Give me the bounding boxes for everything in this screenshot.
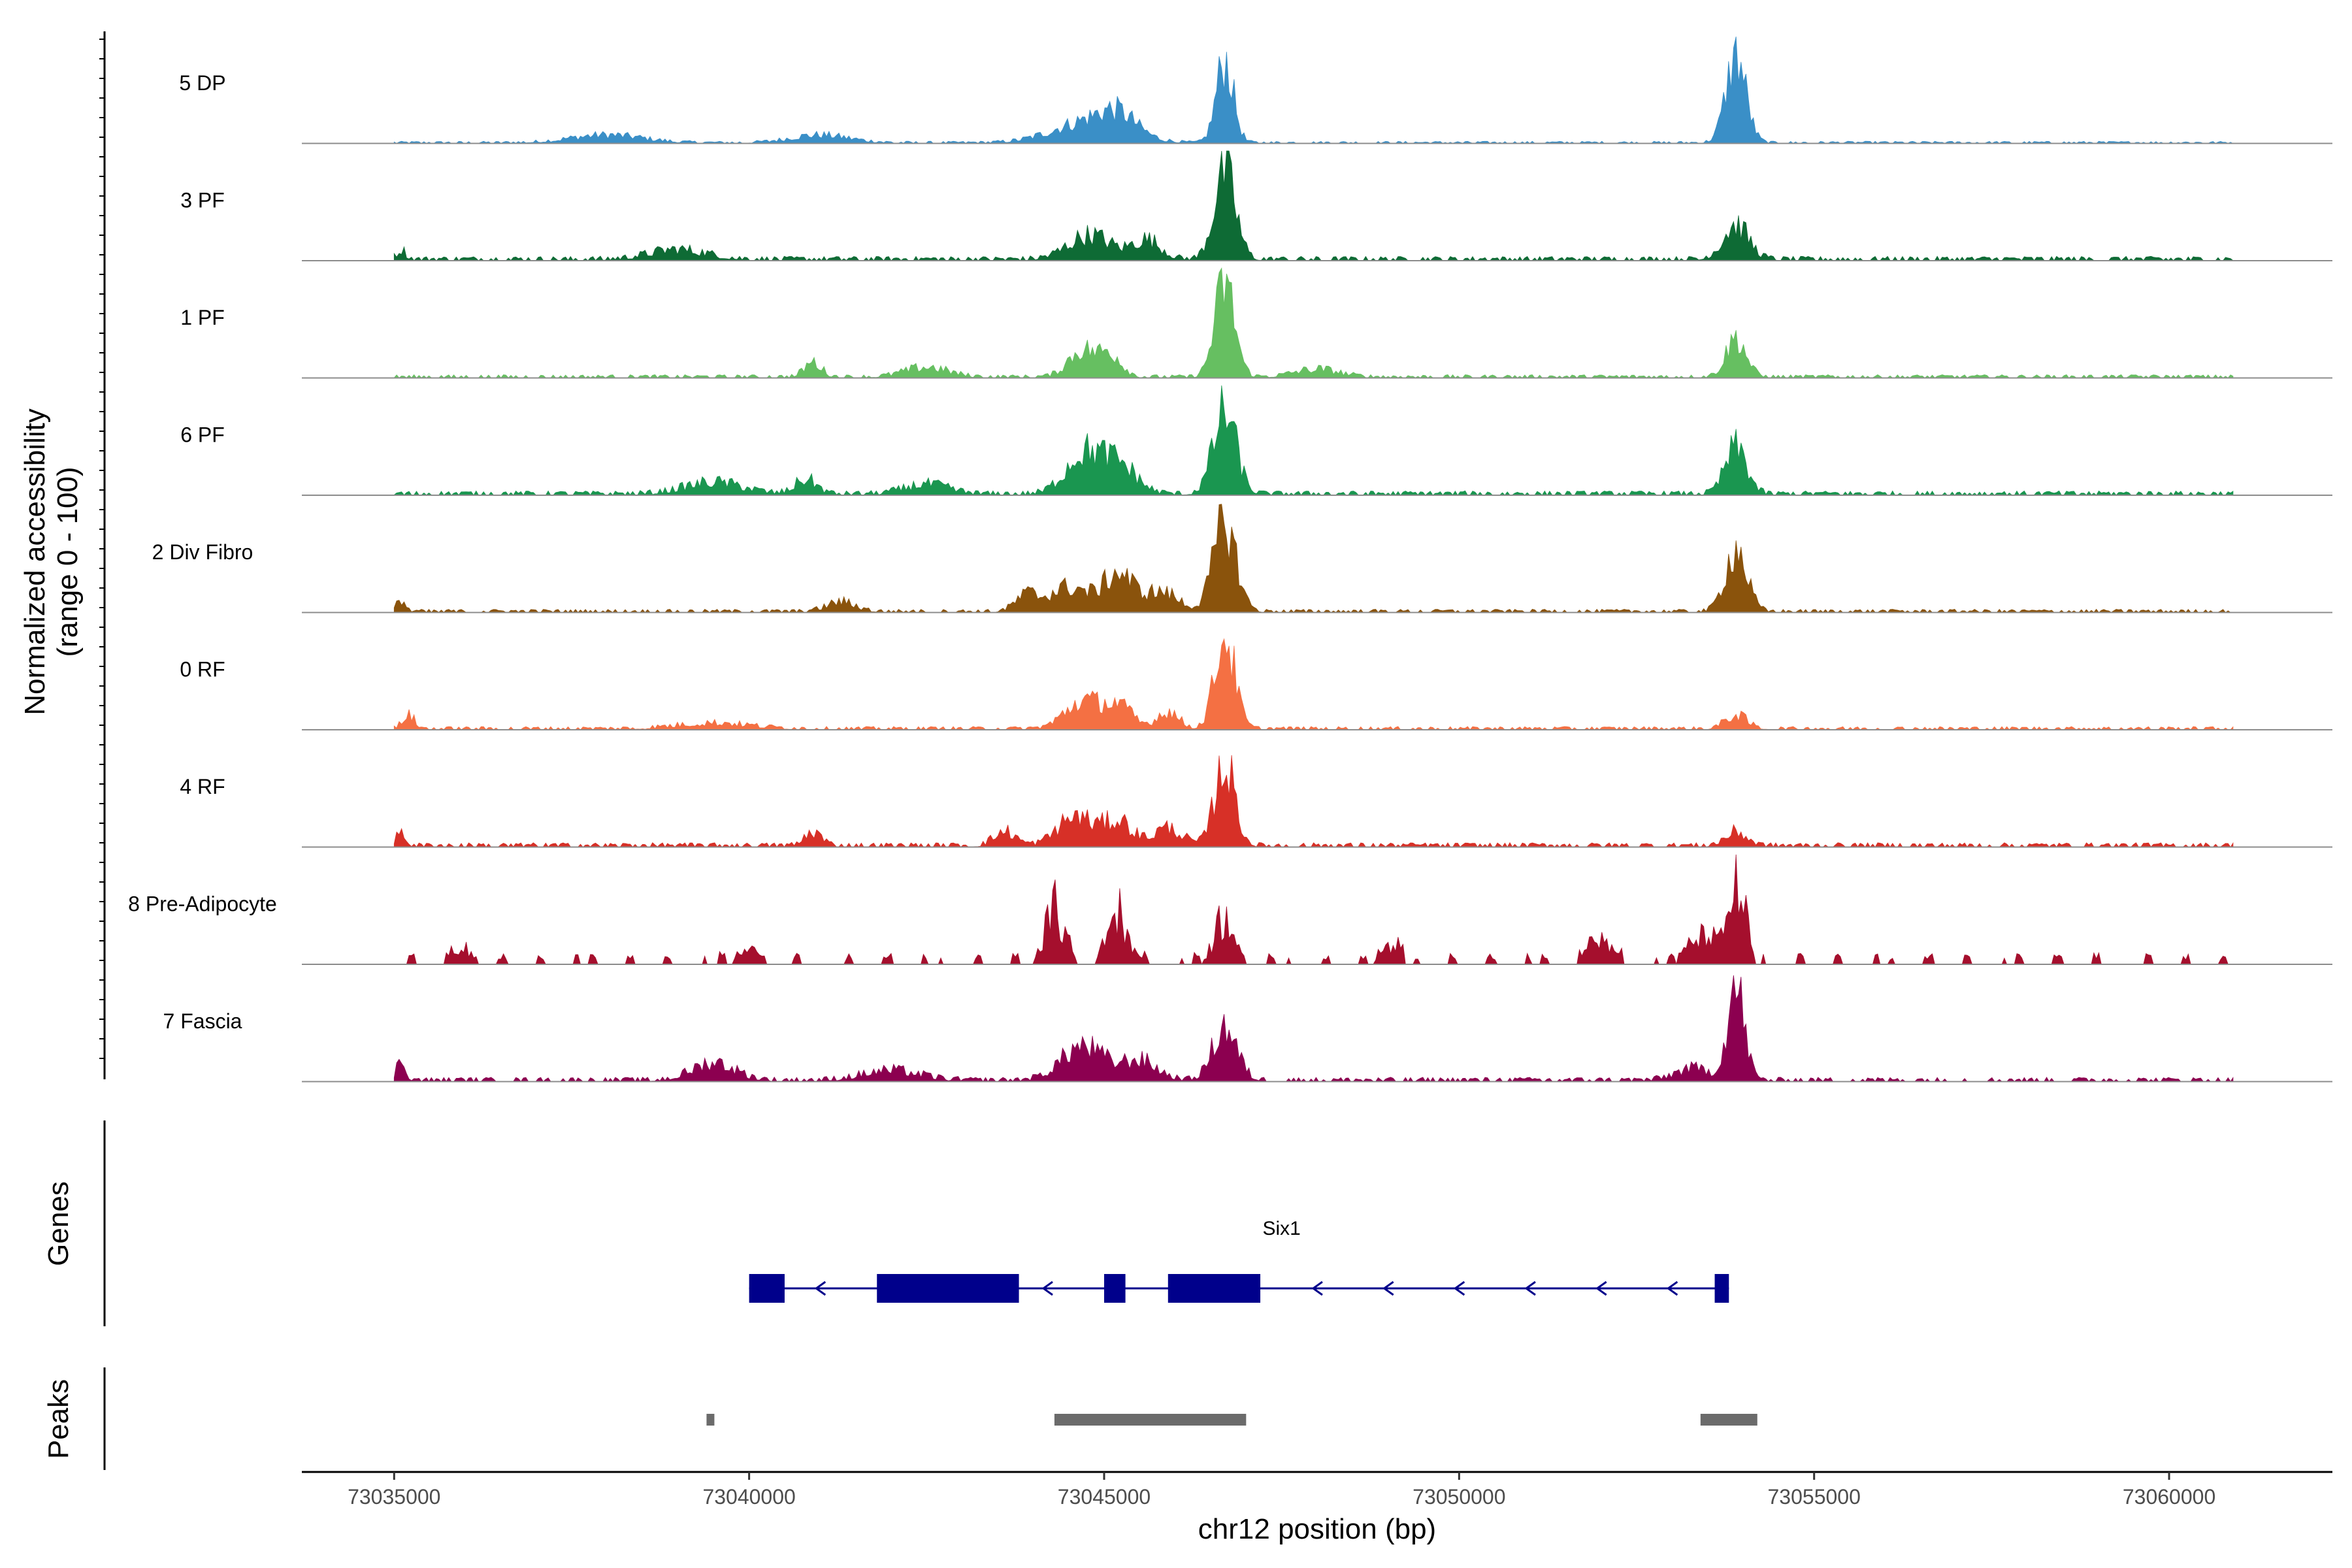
peaks-title-group: Peaks (42, 1379, 74, 1459)
strand-arrow (1595, 1281, 1607, 1296)
track-label: 4 RF (180, 775, 225, 798)
track-label: 6 PF (180, 423, 225, 447)
y-axis-subtitle: (range 0 - 100) (52, 466, 84, 657)
gene-label: Six1 (1262, 1218, 1300, 1239)
coverage-area (393, 755, 2234, 848)
peaks-panel (706, 1414, 1757, 1426)
x-tick-label: 73040000 (702, 1485, 795, 1509)
track-label: 8 Pre-Adipocyte (128, 892, 277, 916)
track-label: 5 DP (179, 71, 225, 95)
x-tick-label: 73050000 (1413, 1485, 1505, 1509)
coverage-area (393, 638, 2234, 730)
genes-panel-title: Genes (42, 1181, 74, 1266)
y-axis-title: Normalized accessibility (19, 408, 51, 715)
y-axis-title-group: Normalized accessibility (range 0 - 100) (19, 408, 84, 715)
track-3-pf: 3 PF (180, 150, 2332, 261)
strand-arrow (1041, 1281, 1053, 1296)
gene-exon (1103, 1274, 1126, 1303)
coverage-area (393, 37, 2234, 144)
track-6-pf: 6 PF (180, 385, 2332, 496)
peak-region (1054, 1414, 1247, 1426)
track-4-rf: 4 RF (180, 755, 2332, 848)
track-7-fascia: 7 Fascia (163, 975, 2332, 1083)
gene-exon (877, 1274, 1019, 1303)
coverage-area (393, 504, 2234, 613)
coverage-area (394, 854, 2233, 966)
track-2-div-fibro: 2 Div Fibro (152, 504, 2332, 613)
genes-title-group: Genes (42, 1181, 74, 1266)
gene-exon (1714, 1274, 1729, 1303)
strand-arrow (1382, 1281, 1394, 1296)
strand-arrow (1524, 1281, 1536, 1296)
x-axis-title: chr12 position (bp) (1198, 1513, 1436, 1545)
strand-arrow (814, 1281, 826, 1296)
coverage-area (393, 385, 2234, 496)
strand-arrow (1311, 1281, 1323, 1296)
coverage-area (393, 975, 2234, 1083)
track-label: 7 Fascia (163, 1009, 242, 1033)
track-1-pf: 1 PF (180, 267, 2332, 379)
x-axis-ticks: 73035000 73040000 73045000 73050000 73055000… (348, 1472, 2215, 1509)
track-label: 1 PF (180, 306, 225, 329)
coverage-tracks: 5 DP 3 PF 1 PF 6 PF 2 Div Fibro 0 RF 4 RF 8 Pre… (128, 37, 2332, 1083)
strand-arrow (1666, 1281, 1678, 1296)
track-0-rf: 0 RF (180, 638, 2332, 730)
peaks-panel-title: Peaks (42, 1379, 74, 1459)
peak-region (1700, 1414, 1757, 1426)
genes-panel: Six1 (749, 1218, 1729, 1303)
track-label: 0 RF (180, 658, 225, 681)
gene-exon (1168, 1274, 1261, 1303)
track-5-dp: 5 DP (179, 37, 2332, 144)
strand-arrow (1453, 1281, 1465, 1296)
track-label: 3 PF (180, 189, 225, 212)
track-label: 2 Div Fibro (152, 540, 253, 564)
x-tick-label: 73055000 (1768, 1485, 1861, 1509)
coverage-area (393, 267, 2234, 379)
gene-exon (749, 1274, 785, 1303)
y-axis-ticks (99, 39, 105, 1059)
peak-region (706, 1414, 715, 1426)
x-tick-label: 73045000 (1058, 1485, 1151, 1509)
x-tick-label: 73060000 (2123, 1485, 2215, 1509)
x-tick-label: 73035000 (348, 1485, 440, 1509)
coverage-area (393, 150, 2234, 261)
track-8-pre-adipocyte: 8 Pre-Adipocyte (128, 854, 2332, 966)
